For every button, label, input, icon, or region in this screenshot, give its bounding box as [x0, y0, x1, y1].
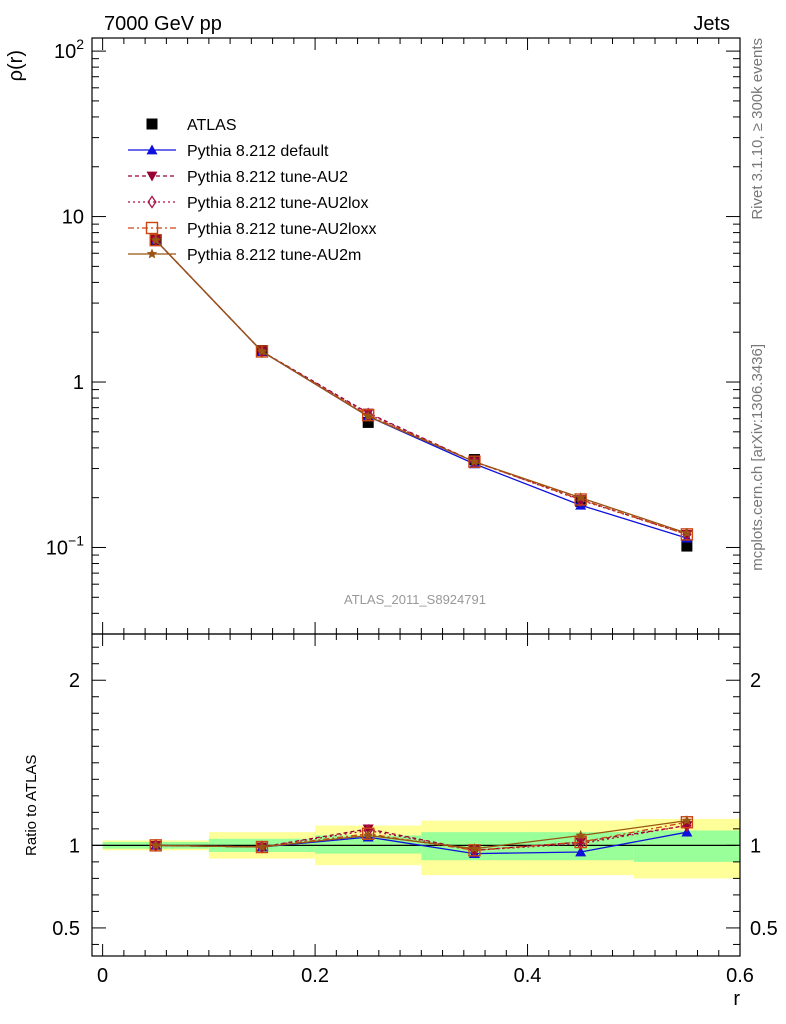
main-point-atlas [681, 540, 693, 552]
main-line-pythia-8-212-tune-au2m [155, 239, 688, 534]
legend-marker-atlas [146, 118, 158, 130]
x-tick-label: 0.4 [514, 965, 542, 987]
ratio-y-tick-label-right: 1 [750, 835, 761, 857]
legend-marker-pythia-8-212-tune-au2 [146, 171, 158, 182]
ratio-line-pythia-8-212-tune-au2lox [155, 824, 688, 851]
legend-marker-pythia-8-212-default [146, 144, 158, 155]
ratio-line-pythia-8-212-tune-au2m [155, 819, 687, 850]
mcplots-label: mcplots.cern.ch [arXiv:1306.3436] [749, 344, 766, 571]
main-y-tick-label: 102 [54, 36, 84, 63]
ratio-uncertainty-bands [92, 818, 740, 879]
main-point-pythia-8-212-tune-au2m [150, 234, 161, 245]
legend-label-pythia-8-212-tune-au2lox: Pythia 8.212 tune-AU2lox [187, 195, 368, 212]
legend-label-pythia-8-212-tune-au2: Pythia 8.212 tune-AU2 [187, 169, 348, 186]
ratio-y-tick-label-right: 0.5 [750, 918, 778, 940]
main-point-atlas [362, 416, 374, 428]
main-point-pythia-8-212-tune-au2m [362, 410, 374, 421]
legend-label-pythia-8-212-tune-au2loxx: Pythia 8.212 tune-AU2loxx [187, 221, 376, 238]
ratio-y-axis-label: Ratio to ATLAS [23, 755, 40, 856]
rivet-label: Rivet 3.1.10, ≥ 300k events [749, 38, 766, 220]
axes: 0 0.2 0.4 0.6 10−1 1 10 102 0.5 0.5 1 1 2 2 [46, 36, 778, 987]
ratio-line-pythia-8-212-tune-au2 [155, 824, 688, 851]
main-series [149, 233, 694, 552]
main-point-pythia-8-212-tune-au2loxx [361, 409, 375, 422]
main-y-tick-label: 10 [62, 207, 84, 229]
main-y-tick-label: 10−1 [46, 532, 84, 559]
main-line-pythia-8-212-tune-au2loxx [155, 239, 688, 536]
main-point-pythia-8-212-tune-au2m [469, 456, 480, 467]
main-point-pythia-8-212-tune-au2lox [363, 407, 373, 421]
main-point-pythia-8-212-tune-au2m [681, 527, 693, 538]
analysis-watermark: ATLAS_2011_S8924791 [344, 592, 486, 607]
legend-marker-pythia-8-212-tune-au2lox [147, 195, 157, 209]
ratio-y-tick-label: 1 [69, 835, 80, 857]
main-line-pythia-8-212-default [155, 239, 688, 539]
ratio-panel-frame [91, 633, 741, 957]
main-line-pythia-8-212-tune-au2lox [155, 239, 688, 536]
ratio-point-pythia-8-212-tune-au2m [575, 829, 586, 840]
header-left: 7000 GeV pp [104, 13, 222, 35]
legend-marker-pythia-8-212-tune-au2m [146, 248, 158, 259]
ratio-series [149, 815, 694, 859]
x-tick-label: 0 [97, 965, 108, 987]
legend-label-atlas: ATLAS [187, 117, 237, 134]
legend: ATLAS Pythia 8.212 default Pythia 8.212 tu… [128, 117, 376, 264]
main-point-pythia-8-212-tune-au2m [256, 345, 268, 356]
ratio-point-pythia-8-212-tune-au2 [575, 837, 587, 848]
ratio-point-pythia-8-212-tune-au2 [362, 824, 374, 835]
x-tick-label: 0.6 [726, 965, 754, 987]
main-line-pythia-8-212-tune-au2 [155, 239, 688, 536]
ratio-point-pythia-8-212-default [575, 846, 587, 857]
main-point-pythia-8-212-tune-au2m [575, 492, 586, 503]
ratio-point-pythia-8-212-tune-au2loxx [361, 827, 375, 841]
main-y-axis-label: ρ(r) [5, 50, 27, 81]
main-point-pythia-8-212-tune-au2loxx [149, 233, 162, 247]
x-axis-label: r [733, 988, 740, 1010]
ratio-point-pythia-8-212-tune-au2m [150, 839, 161, 850]
main-point-pythia-8-212-tune-au2loxx [255, 345, 269, 358]
legend-label-pythia-8-212-tune-au2m: Pythia 8.212 tune-AU2m [187, 247, 361, 264]
x-tick-label: 0.2 [301, 965, 329, 987]
ratio-point-pythia-8-212-tune-au2m [469, 843, 480, 854]
header-right: Jets [693, 13, 730, 35]
legend-marker-pythia-8-212-tune-au2loxx [145, 221, 159, 235]
ratio-point-pythia-8-212-tune-au2m [362, 829, 374, 840]
main-point-pythia-8-212-tune-au2loxx [468, 455, 481, 468]
ratio-y-tick-label: 0.5 [52, 918, 80, 940]
legend-label-pythia-8-212-default: Pythia 8.212 default [187, 143, 329, 160]
ratio-y-tick-label: 2 [69, 670, 80, 692]
main-y-tick-label: 1 [73, 372, 84, 394]
ratio-y-tick-label-right: 2 [750, 670, 761, 692]
ratio-point-pythia-8-212-tune-au2m [681, 815, 693, 826]
ratio-point-pythia-8-212-tune-au2m [256, 841, 268, 852]
